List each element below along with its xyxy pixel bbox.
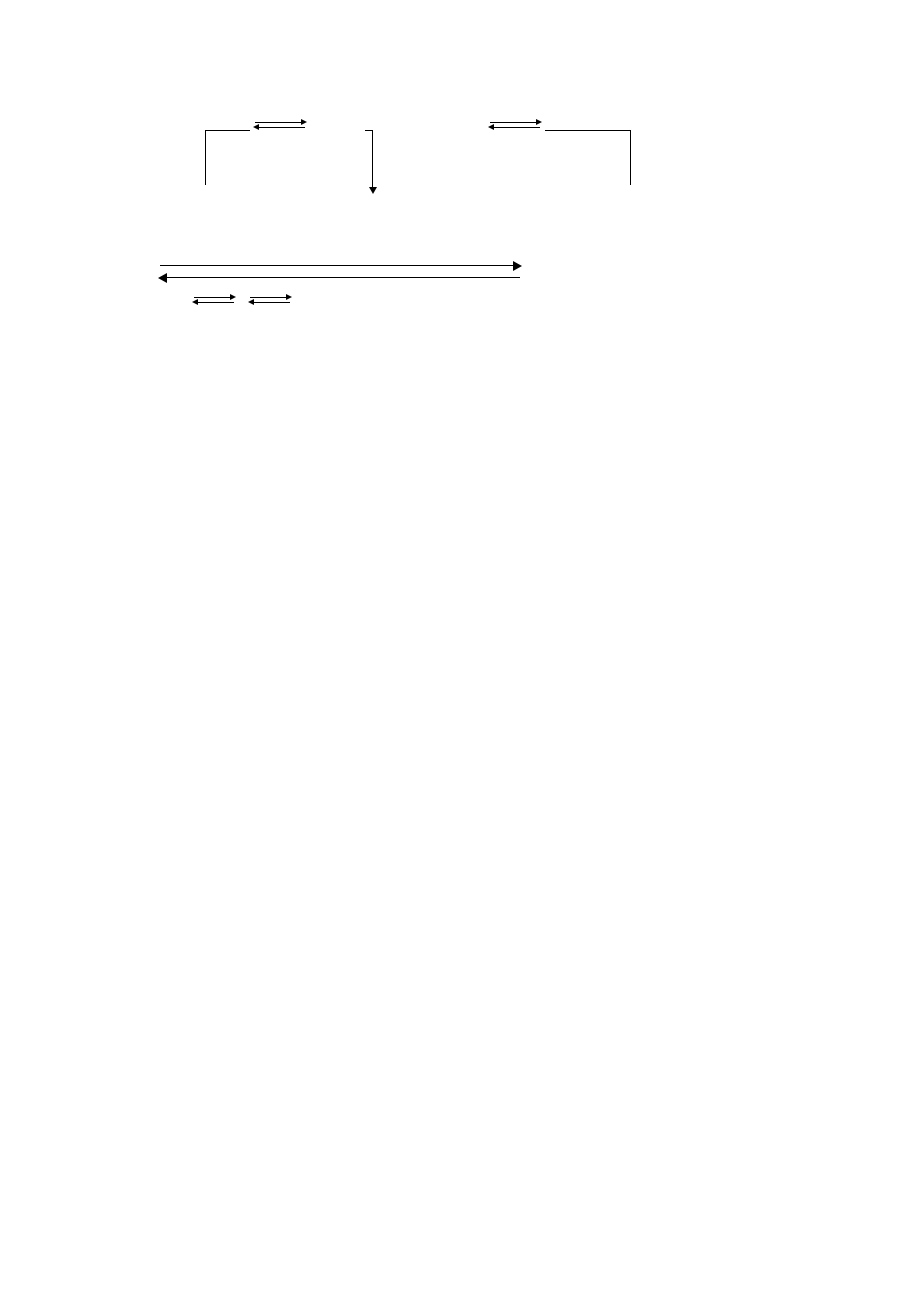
hydrolysis-ionization-diagram [140,100,700,230]
part4-equation [100,294,820,308]
d1-frame-ll [205,130,206,185]
d1-eqarrow-left [255,118,305,134]
d2-arrow-left [160,277,520,278]
d1-eqarrow-right [490,118,540,134]
d1-frame-trr [545,130,630,131]
d1-frame-rr [630,130,631,185]
d1-arrow-down [372,130,373,192]
eq-arrow1 [194,294,234,308]
d1-frame-tl [205,130,250,131]
ph-transform-diagram [160,255,520,279]
d2-arrow-right [160,265,520,266]
eq-arrow2 [250,294,290,308]
